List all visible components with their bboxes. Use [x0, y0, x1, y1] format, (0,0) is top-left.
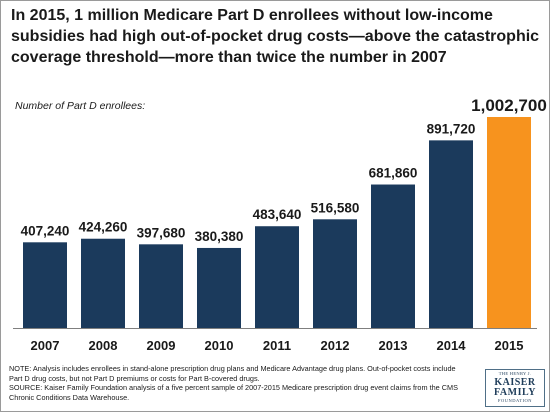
source-text: SOURCE: Kaiser Family Foundation analysi…	[9, 383, 458, 402]
category-label-2014: 2014	[437, 338, 467, 353]
category-label-2007: 2007	[31, 338, 60, 353]
bar-chart: 407,240 2007 424,260 2008 397,680 2009 380,380…	[13, 96, 547, 353]
category-label-2010: 2010	[205, 338, 234, 353]
category-label-2008: 2008	[89, 338, 118, 353]
category-label-2011: 2011	[263, 338, 291, 353]
value-label-2007: 407,240	[21, 223, 70, 238]
value-label-2010: 380,380	[195, 229, 244, 244]
value-label-2008: 424,260	[79, 220, 128, 235]
value-label-2011: 483,640	[253, 207, 302, 222]
category-label-2015: 2015	[495, 338, 524, 353]
value-label-2009: 397,680	[137, 225, 186, 240]
value-label-2013: 681,860	[369, 166, 418, 181]
y-axis-label: Number of Part D enrollees:	[15, 100, 146, 112]
bar-2009	[139, 244, 183, 328]
bar-2010	[197, 247, 241, 328]
bar-2007	[23, 242, 67, 328]
logo-line-4: FOUNDATION	[498, 397, 532, 403]
value-label-2015: 1,002,700	[471, 96, 547, 115]
chart-title: In 2015, 1 million Medicare Part D enrol…	[11, 7, 540, 66]
bar-2013	[371, 184, 415, 328]
bar-2015	[487, 117, 531, 328]
footnotes: NOTE: Analysis includes enrollees in sta…	[9, 364, 469, 402]
bar-2011	[255, 226, 299, 328]
category-label-2012: 2012	[321, 338, 350, 353]
logo-line-3: FAMILY	[494, 386, 536, 398]
note-text: NOTE: Analysis includes enrollees in sta…	[9, 364, 456, 383]
value-label-2014: 891,720	[427, 121, 476, 136]
bar-2012	[313, 219, 357, 328]
category-label-2009: 2009	[147, 338, 176, 353]
value-label-2012: 516,580	[311, 200, 360, 215]
category-label-2013: 2013	[379, 338, 408, 353]
bar-2014	[429, 140, 473, 328]
logo-line-2: KAISER	[494, 376, 536, 388]
logo-line-1: THE HENRY J.	[498, 371, 532, 376]
bar-2008	[81, 238, 125, 328]
kff-logo: THE HENRY J. KAISER FAMILY FOUNDATION	[485, 369, 545, 407]
